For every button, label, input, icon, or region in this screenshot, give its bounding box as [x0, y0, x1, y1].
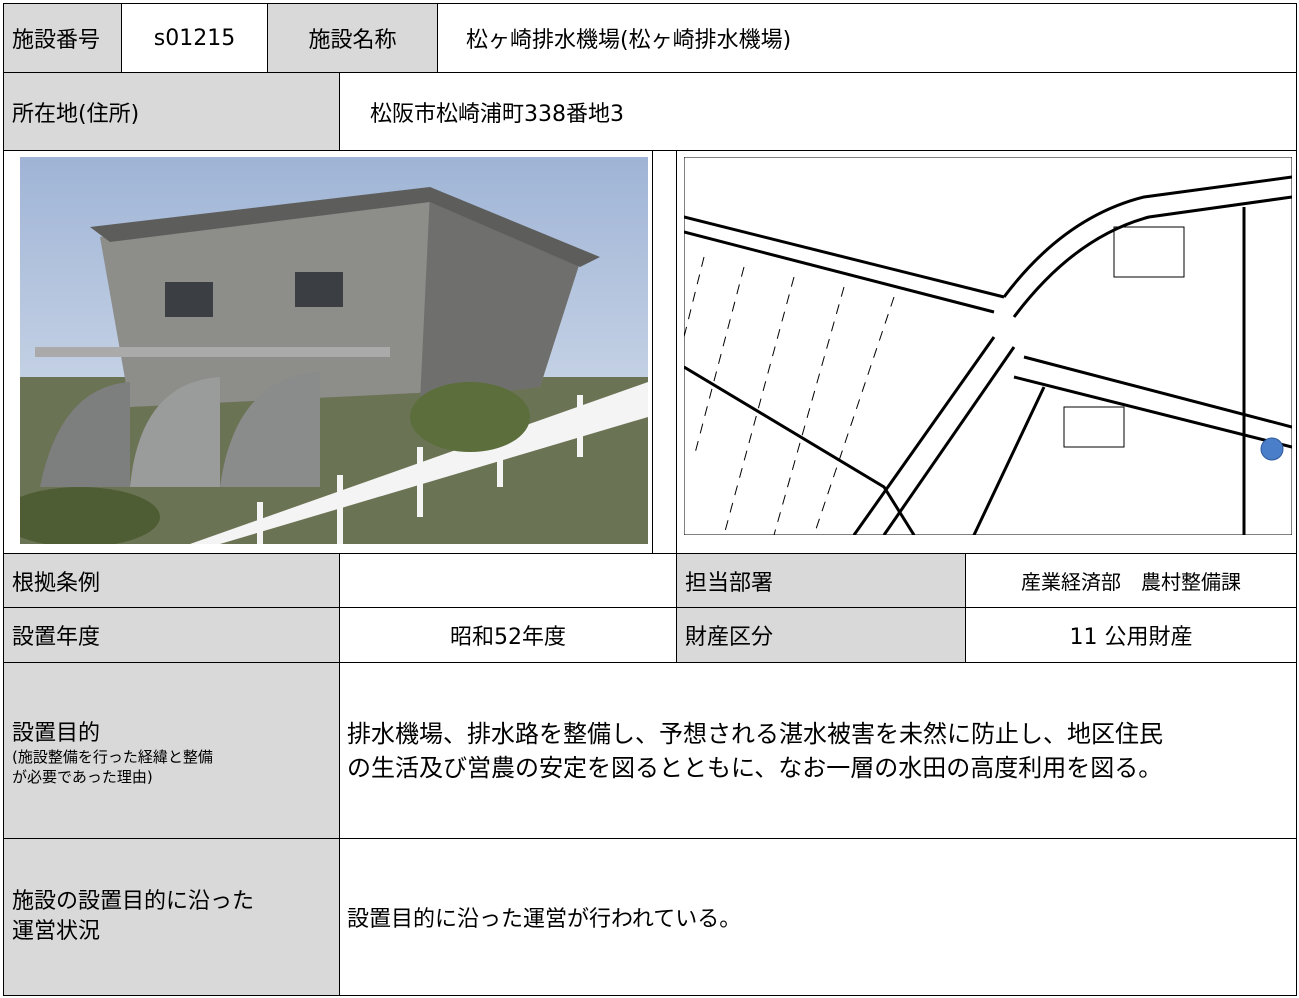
location-map [684, 157, 1292, 535]
facility-id: s01215 [153, 25, 236, 51]
label: 財産区分 [685, 625, 774, 650]
label: 施設の設置目的に沿った [12, 889, 255, 914]
label-cell: 施設番号 [3, 3, 122, 73]
facility-name: 松ヶ崎排水機場(松ヶ崎排水機場) [466, 28, 792, 53]
label: 施設番号 [12, 28, 101, 53]
label: 所在地(住所) [12, 101, 140, 127]
value-cell: 11 公用財産 [965, 607, 1297, 663]
label: 根拠条例 [12, 570, 101, 596]
label-cell: 所在地(住所) [3, 72, 340, 151]
operation-text: 設置目的に沿った運営が行われている。 [347, 907, 742, 932]
label-cell: 施設名称 [267, 3, 438, 73]
department: 産業経済部 農村整備課 [1021, 570, 1241, 594]
property-class: 11 公用財産 [1069, 625, 1193, 650]
value-cell [339, 553, 677, 608]
label-cell: 施設の設置目的に沿った 運営状況 [3, 838, 340, 996]
label: 設置目的 [12, 720, 101, 746]
value-cell: 設置目的に沿った運営が行われている。 [339, 838, 1297, 996]
address: 松阪市松崎浦町338番地3 [370, 101, 624, 127]
label-cell: 設置目的 (施設整備を行った経緯と整備 が必要であった理由) [3, 662, 340, 839]
value-cell: 松阪市松崎浦町338番地3 [339, 72, 1297, 151]
label: 設置年度 [12, 625, 101, 650]
label-note: が必要であった理由) [12, 767, 153, 786]
label-cell: 根拠条例 [3, 553, 340, 608]
label: 担当部署 [685, 570, 774, 596]
value-cell: 産業経済部 農村整備課 [965, 553, 1297, 608]
label: 運営状況 [12, 919, 101, 944]
photo-cell [3, 150, 653, 554]
map-cell [676, 150, 1297, 554]
value-cell: s01215 [121, 3, 268, 73]
label-note: (施設整備を行った経緯と整備 [12, 747, 213, 766]
value-cell: 松ヶ崎排水機場(松ヶ崎排水機場) [437, 3, 1297, 73]
label-cell: 設置年度 [3, 607, 340, 663]
label: 施設名称 [308, 28, 397, 53]
label-cell: 担当部署 [676, 553, 966, 608]
spacer-cell [652, 150, 677, 554]
value-cell: 排水機場、排水路を整備し、予想される湛水被害を未然に防止し、地区住民 の生活及び… [339, 662, 1297, 839]
label-cell: 財産区分 [676, 607, 966, 663]
purpose-text: 排水機場、排水路を整備し、予想される湛水被害を未然に防止し、地区住民 [347, 719, 1163, 748]
value-cell: 昭和52年度 [339, 607, 677, 663]
purpose-text: の生活及び営農の安定を図るとともに、なお一層の水田の高度利用を図る。 [347, 753, 1163, 782]
established: 昭和52年度 [450, 625, 566, 650]
facility-photo [20, 157, 648, 544]
